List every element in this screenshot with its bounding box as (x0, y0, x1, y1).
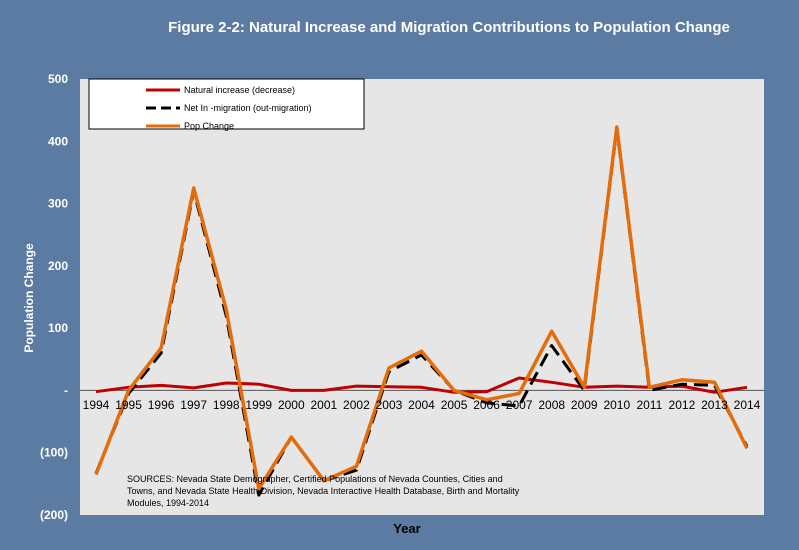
x-tick-label: 2011 (636, 398, 662, 412)
source-line: Towns, and Nevada State Health Division,… (127, 486, 520, 496)
y-axis-ticks: 500 400 300 200 100 - (100) (200) (40, 72, 68, 522)
legend: Natural increase (decrease) Net In -migra… (88, 78, 365, 131)
source-line: Modules, 1994-2014 (127, 498, 209, 508)
source-line: SOURCES: Nevada State Demographer, Certi… (127, 474, 503, 484)
x-tick-label: 1997 (180, 398, 207, 412)
y-tick-label: 400 (48, 134, 68, 148)
x-tick-label: 2004 (408, 398, 435, 412)
y-tick-label: (200) (40, 508, 68, 522)
x-axis-ticks: 1994 1995 1996 1997 1998 1999 2000 2001 2002 2003… (83, 398, 761, 412)
x-tick-label: 1996 (148, 398, 175, 412)
x-tick-label: 2008 (538, 398, 565, 412)
legend-label-natural-increase: Natural increase (decrease) (184, 85, 295, 95)
x-tick-label: 1999 (245, 398, 272, 412)
chart-title: Figure 2-2: Natural Increase and Migrati… (168, 19, 730, 36)
x-tick-label: 2009 (571, 398, 598, 412)
x-tick-label: 1994 (83, 398, 110, 412)
x-axis-label: Year (393, 521, 420, 536)
series-line-natural-increase (95, 376, 748, 394)
x-tick-label: 2002 (343, 398, 370, 412)
legend-label-pop-change: Pop Change (184, 121, 234, 131)
series-lines (94, 125, 749, 497)
x-tick-label: 2000 (278, 398, 305, 412)
y-tick-label: - (64, 383, 68, 397)
y-tick-label: 100 (48, 321, 68, 335)
x-tick-label: 2013 (701, 398, 728, 412)
x-tick-label: 2014 (734, 398, 761, 412)
y-tick-label: 200 (48, 259, 68, 273)
x-tick-label: 2003 (376, 398, 403, 412)
y-tick-label: 500 (48, 72, 68, 86)
y-axis-label: Population Change (22, 243, 36, 353)
x-tick-label: 2007 (506, 398, 533, 412)
source-note: SOURCES: Nevada State Demographer, Certi… (127, 474, 520, 508)
x-tick-label: 1995 (115, 398, 142, 412)
legend-box (88, 78, 365, 130)
legend-label-net-migration: Net In -migration (out-migration) (184, 103, 312, 113)
y-tick-label: 300 (48, 197, 68, 211)
x-tick-label: 2010 (603, 398, 630, 412)
x-tick-label: 2005 (441, 398, 468, 412)
x-tick-label: 1998 (213, 398, 240, 412)
y-tick-label: (100) (40, 446, 68, 460)
x-tick-label: 2006 (473, 398, 500, 412)
plot-area (80, 79, 764, 515)
series-line-pop-change (94, 125, 749, 491)
x-tick-label: 2001 (310, 398, 337, 412)
x-tick-label: 2012 (669, 398, 696, 412)
